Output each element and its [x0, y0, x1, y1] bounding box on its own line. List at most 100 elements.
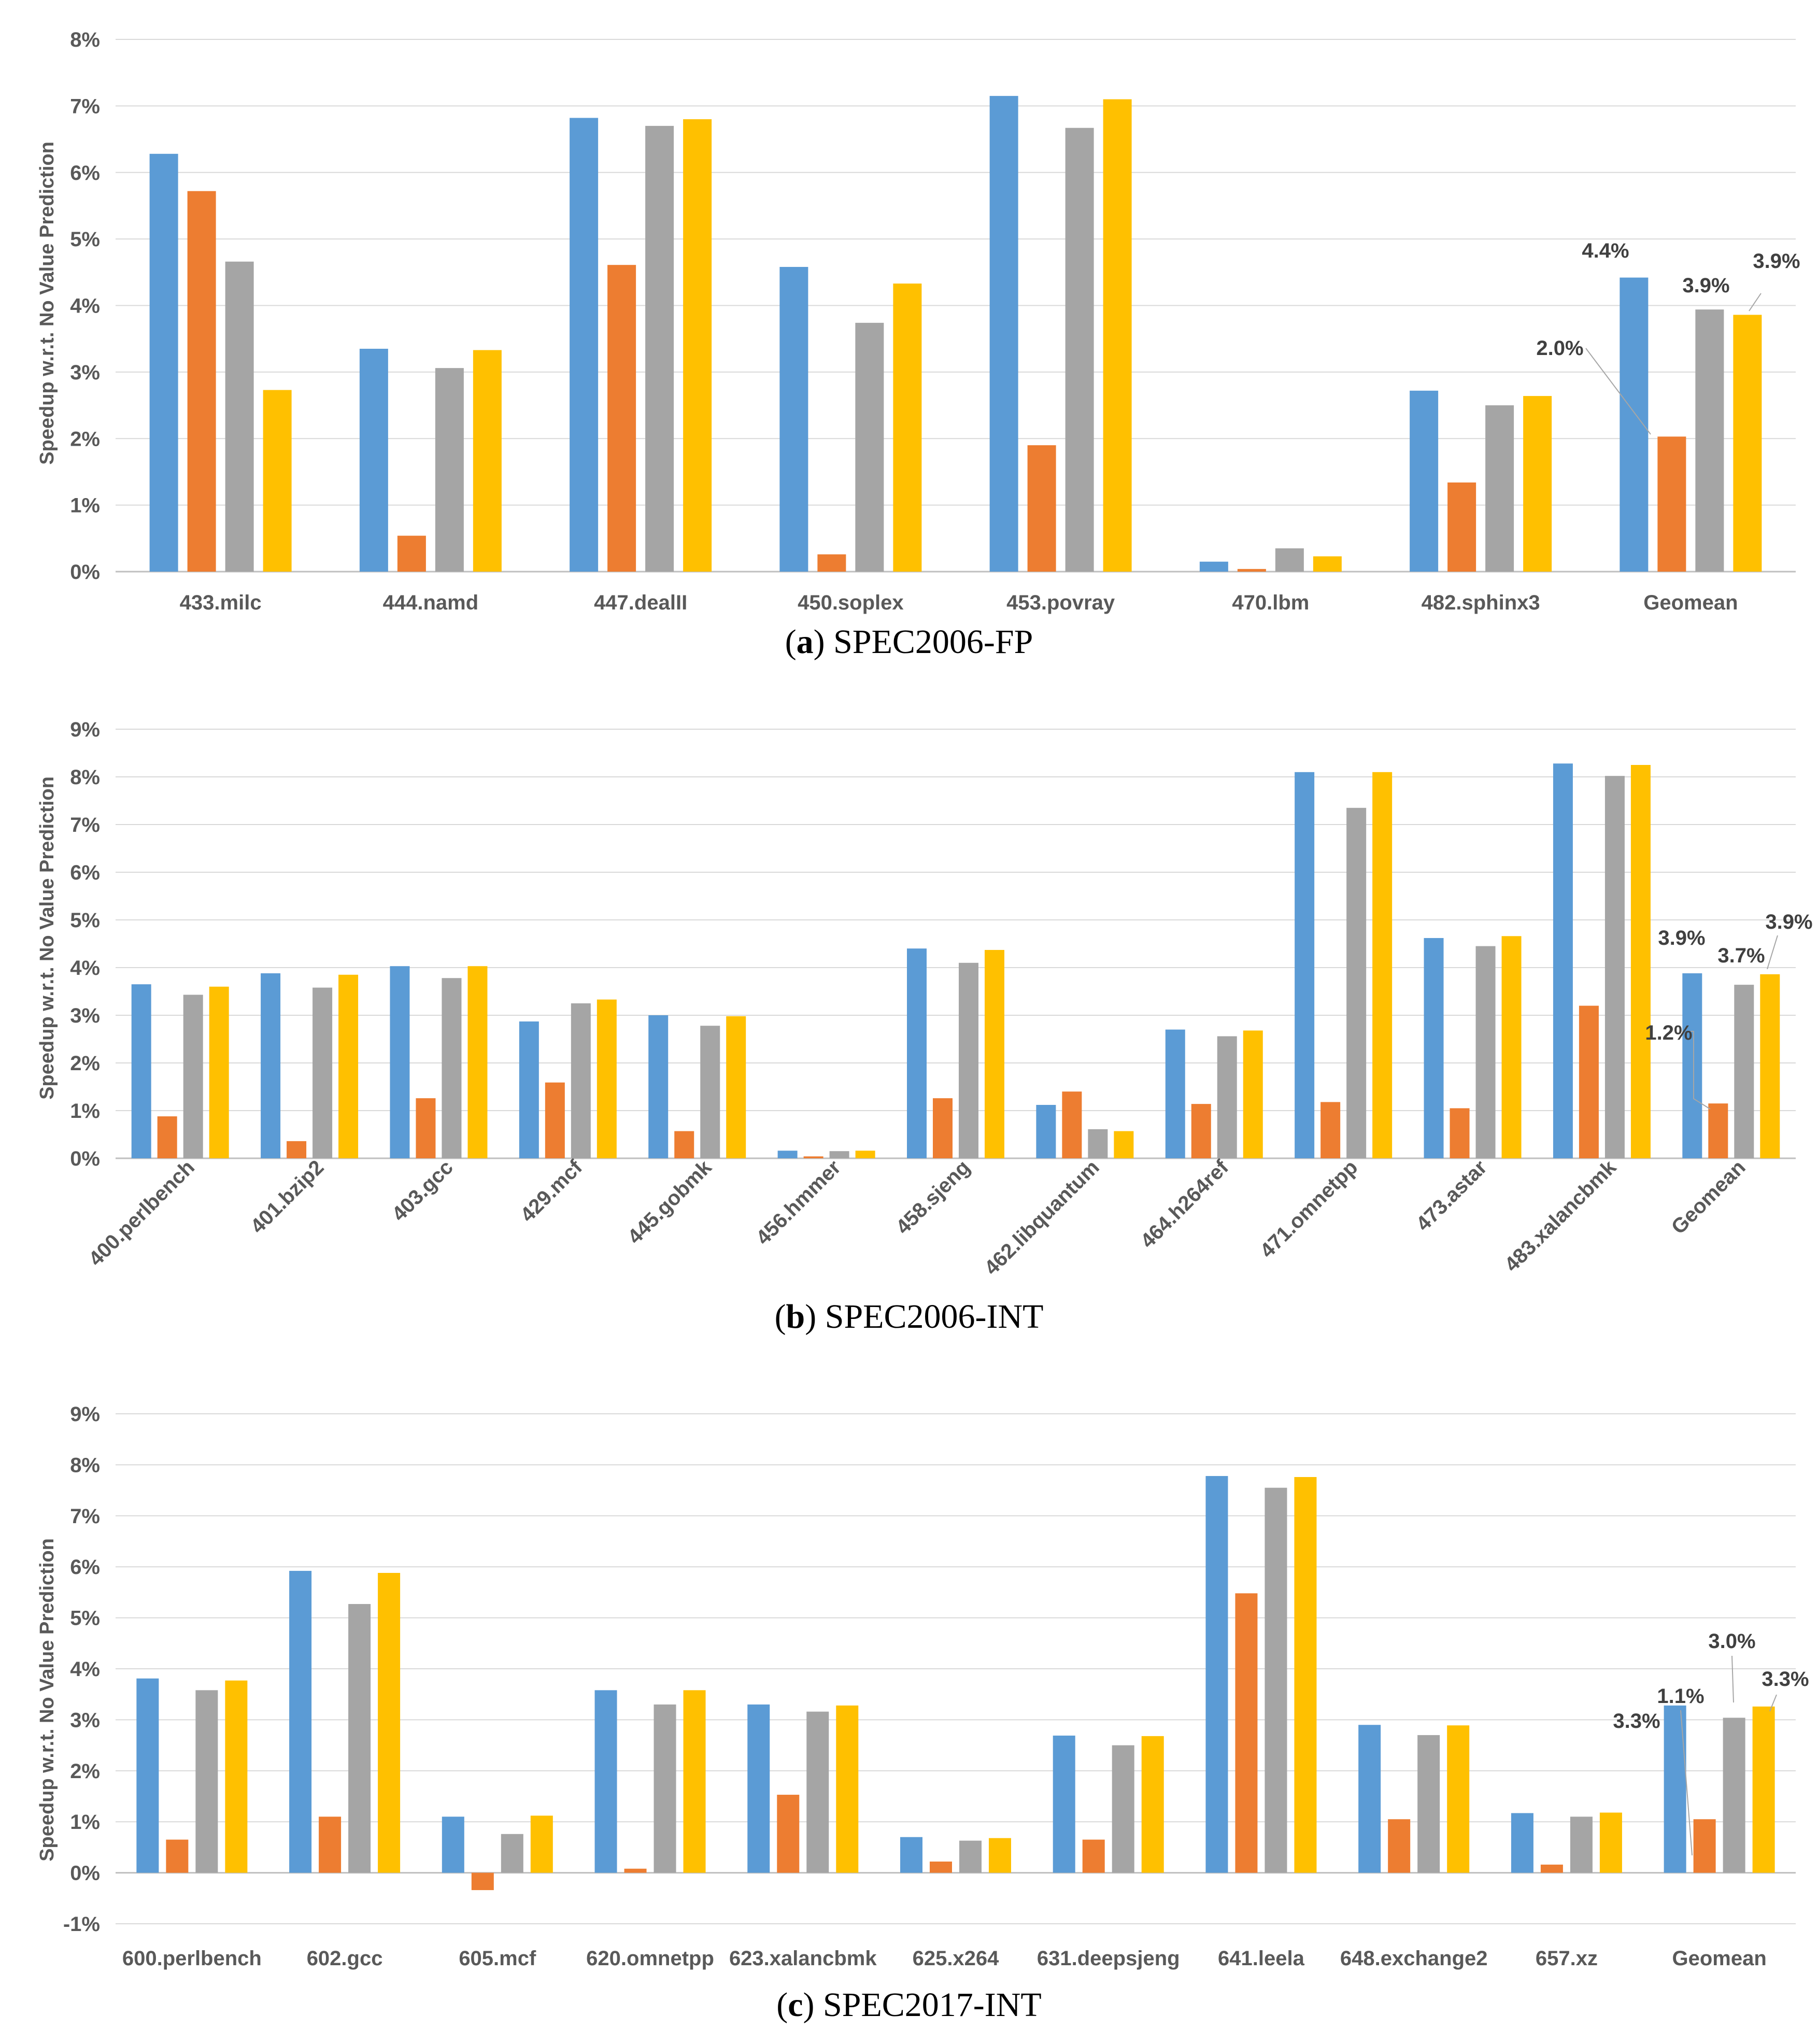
x-tick-b-8: 464.h264ref: [1136, 1156, 1233, 1253]
bar-c-620.omnetpp-s1: [594, 1690, 617, 1873]
bar-c-620.omnetpp-s3: [654, 1704, 676, 1873]
bar-b-473.astar-s1: [1424, 938, 1444, 1158]
chart-b-data-labels: 3.9%1.2%3.7%3.9%: [1645, 911, 1813, 1110]
bar-a-444.namd-s2: [397, 535, 426, 572]
bar-c-620.omnetpp-s4: [683, 1690, 706, 1873]
bar-c-605.mcf-s2: [471, 1872, 494, 1891]
chart-a-caption: (a) SPEC2006-FP: [785, 623, 1033, 661]
bar-c-657.xz-s4: [1599, 1812, 1622, 1873]
bar-c-657.xz-s1: [1511, 1813, 1533, 1873]
bar-b-445.gobmk-s1: [648, 1015, 669, 1158]
bar-b-403.gcc-s3: [442, 978, 462, 1158]
bar-b-401.bzip2-s3: [313, 987, 333, 1158]
y-tick-b-3: 3%: [70, 1004, 100, 1027]
chart-c-caption: (c) SPEC2017-INT: [776, 1986, 1041, 2024]
data-label-a-0: 4.4%: [1582, 239, 1629, 262]
bar-a-453.povray-s1: [989, 96, 1018, 572]
bar-b-401.bzip2-s2: [287, 1141, 307, 1158]
x-tick-c-7: 641.leela: [1218, 1947, 1305, 1970]
x-tick-b-10: 473.astar: [1412, 1156, 1492, 1236]
y-tick-b-0: 0%: [70, 1147, 100, 1170]
bar-a-444.namd-s1: [359, 348, 388, 572]
chart-b-gridlines: [116, 729, 1796, 1159]
chart-a-caption-letter: a: [797, 623, 814, 661]
y-tick-a-5: 5%: [70, 228, 100, 251]
bar-c-648.exchange2-s2: [1388, 1819, 1411, 1873]
bar-b-Geomean-s1: [1682, 973, 1702, 1158]
bar-b-464.h264ref-s4: [1243, 1030, 1263, 1158]
y-tick-b-8: 8%: [70, 766, 100, 789]
bar-a-450.soplex-s3: [855, 322, 884, 572]
bar-c-Geomean-s1: [1664, 1705, 1686, 1873]
x-tick-c-4: 623.xalancbmk: [729, 1947, 877, 1970]
chart-c-data-labels: 3.3%1.1%3.0%3.3%: [1613, 1630, 1809, 1856]
y-tick-a-8: 8%: [70, 29, 100, 51]
data-label-c-1: 1.1%: [1657, 1685, 1704, 1708]
bar-c-602.gcc-s2: [319, 1816, 342, 1873]
x-tick-b-11: 483.xalancbmk: [1500, 1156, 1621, 1276]
x-tick-a-0: 433.milc: [180, 591, 262, 614]
bar-b-464.h264ref-s3: [1217, 1036, 1237, 1158]
data-label-b-1: 1.2%: [1645, 1021, 1692, 1044]
bar-a-482.sphinx3-s1: [1410, 390, 1439, 572]
y-tick-c-4: 3%: [70, 1709, 100, 1731]
bar-c-620.omnetpp-s2: [624, 1868, 647, 1873]
x-tick-c-1: 602.gcc: [307, 1947, 383, 1970]
bar-b-473.astar-s4: [1501, 936, 1522, 1158]
y-tick-a-6: 6%: [70, 162, 100, 184]
bar-c-631.deepsjeng-s2: [1082, 1839, 1105, 1873]
bar-b-456.hmmer-s4: [855, 1151, 875, 1158]
y-tick-b-4: 4%: [70, 957, 100, 980]
data-label-b-3: 3.9%: [1765, 911, 1812, 933]
bar-c-602.gcc-s1: [289, 1571, 312, 1873]
x-tick-b-6: 458.sjeng: [891, 1156, 974, 1239]
x-tick-a-2: 447.dealII: [594, 591, 687, 614]
leader-line-b-1: [1691, 1031, 1711, 1110]
x-tick-b-9: 471.omnetpp: [1256, 1156, 1362, 1262]
bar-b-429.mcf-s2: [545, 1082, 565, 1158]
bar-b-473.astar-s2: [1450, 1108, 1470, 1158]
bar-a-433.milc-s3: [225, 261, 254, 572]
bar-c-Geomean-s4: [1752, 1706, 1775, 1873]
bar-c-602.gcc-s4: [378, 1573, 401, 1873]
bar-b-483.xalancbmk-s1: [1553, 763, 1573, 1158]
leader-line-c-1: [1680, 1710, 1693, 1856]
bar-c-623.xalancbmk-s1: [747, 1704, 770, 1873]
bar-c-623.xalancbmk-s4: [836, 1705, 859, 1873]
chart-b-caption-title: SPEC2006-INT: [825, 1298, 1044, 1336]
bar-c-631.deepsjeng-s1: [1053, 1735, 1075, 1873]
bar-c-600.perlbench-s2: [166, 1839, 189, 1873]
x-tick-c-8: 648.exchange2: [1340, 1947, 1488, 1970]
bar-a-447.dealII-s3: [645, 125, 674, 572]
y-tick-b-9: 9%: [70, 718, 100, 741]
bar-b-429.mcf-s3: [571, 1003, 591, 1158]
bar-a-444.namd-s3: [435, 368, 464, 572]
y-tick-b-6: 6%: [70, 861, 100, 884]
bar-c-605.mcf-s4: [530, 1815, 553, 1873]
bar-a-470.lbm-s2: [1237, 569, 1266, 572]
y-tick-c-10: 9%: [70, 1403, 100, 1426]
x-tick-a-3: 450.soplex: [798, 591, 904, 614]
x-tick-b-0: 400.perlbench: [84, 1156, 199, 1270]
x-tick-a-1: 444.namd: [383, 591, 479, 614]
bar-b-445.gobmk-s3: [700, 1026, 720, 1158]
bar-a-Geomean-s3: [1695, 309, 1724, 572]
chart-c-caption-letter: c: [788, 1986, 803, 2024]
bar-c-623.xalancbmk-s2: [777, 1795, 800, 1873]
chart-b-y-ticks: 0% 1% 2% 3% 4% 5% 6% 7% 8% 9%: [70, 718, 100, 1170]
y-tick-c-3: 2%: [70, 1760, 100, 1783]
bar-b-483.xalancbmk-s2: [1579, 1005, 1599, 1158]
bar-c-625.x264-s2: [930, 1861, 952, 1873]
leader-line-a-3: [1749, 293, 1762, 311]
chart-a-gridlines: [116, 39, 1796, 573]
bar-b-445.gobmk-s2: [674, 1131, 694, 1158]
bar-a-447.dealII-s2: [607, 265, 636, 572]
chart-a-data-labels: 4.4% 2.0% 3.9% 3.9%: [1536, 239, 1800, 435]
bar-b-464.h264ref-s1: [1165, 1029, 1185, 1158]
chart-b-y-axis-label: Speedup w.r.t. No Value Prediction: [36, 776, 58, 1100]
chart-a-caption-title: SPEC2006-FP: [833, 623, 1033, 661]
bar-c-Geomean-s2: [1693, 1819, 1716, 1873]
data-label-c-0: 3.3%: [1613, 1710, 1660, 1733]
bar-b-Geomean-s4: [1760, 974, 1780, 1158]
x-tick-c-2: 605.mcf: [459, 1947, 536, 1970]
